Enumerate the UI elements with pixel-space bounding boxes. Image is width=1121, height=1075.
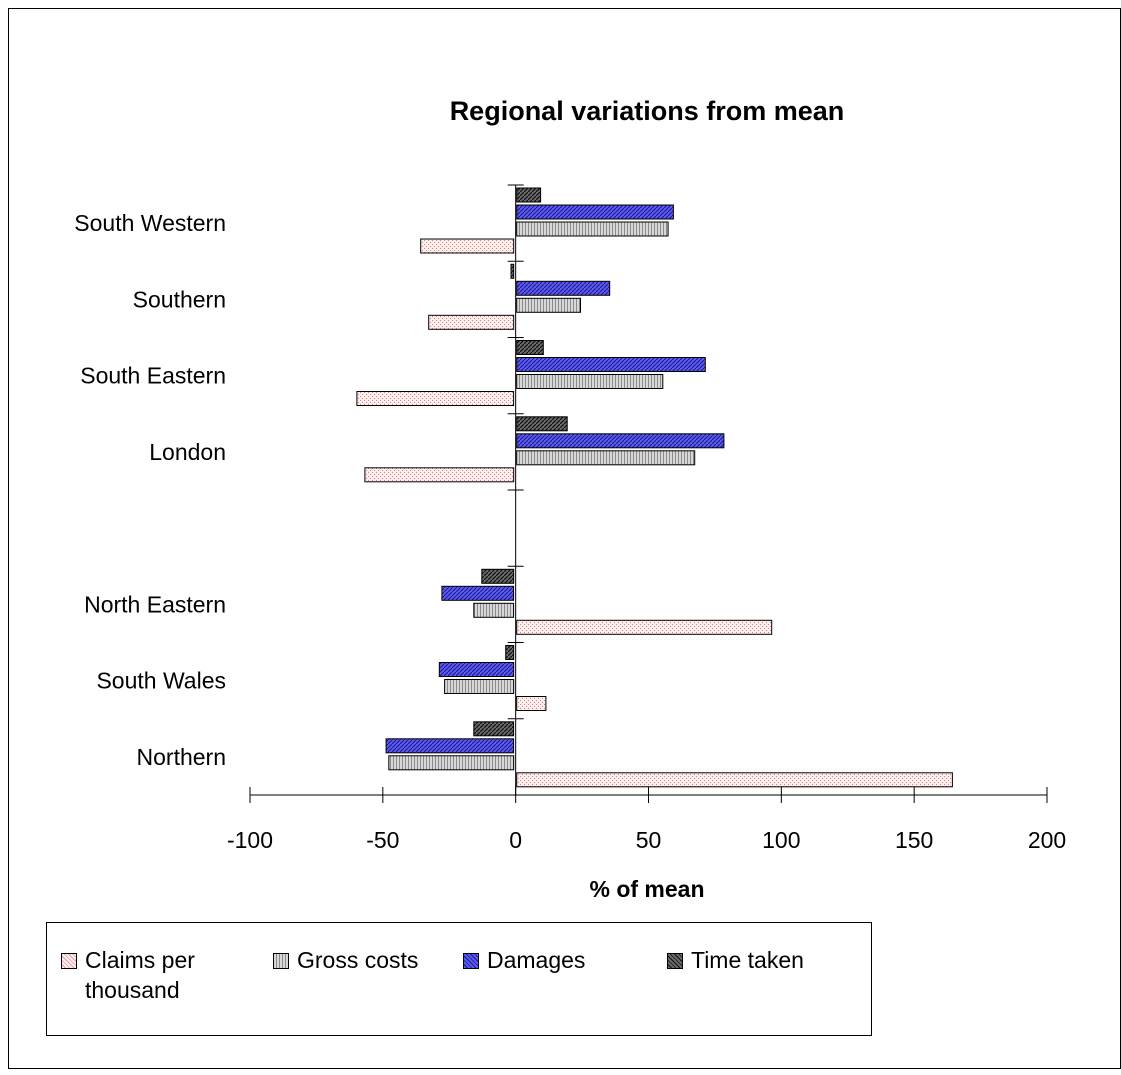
x-tick-label: -50	[366, 827, 399, 853]
bar-time-south-western	[516, 187, 542, 203]
legend-item-gross: Gross costs	[273, 945, 418, 975]
category-label: North Eastern	[84, 591, 226, 617]
bar-gross-south-western	[516, 221, 669, 237]
outer-border	[8, 8, 1121, 1069]
legend-item-time: Time taken	[667, 945, 804, 975]
legend-label-claims: Claims per thousand	[85, 947, 195, 1003]
bar-claims-southern	[428, 314, 515, 330]
category-label: London	[149, 439, 226, 465]
bar-time-south-wales	[505, 645, 515, 660]
legend-label-time: Time taken	[691, 947, 804, 973]
bar-damages-north-eastern	[441, 585, 515, 601]
x-tick-label: 50	[636, 827, 662, 853]
category-label: South Western	[74, 210, 226, 236]
bar-damages-south-western	[516, 204, 674, 220]
bar-time-southern	[510, 263, 515, 279]
bar-gross-north-eastern	[473, 602, 515, 618]
legend-swatch-claims	[61, 953, 77, 969]
category-label: South Wales	[96, 668, 226, 694]
legend: Claims per thousand Gross costs Damages …	[46, 922, 872, 1036]
bar-time-south-eastern	[516, 340, 544, 355]
x-axis-label: % of mean	[589, 876, 704, 902]
bar-gross-london	[516, 450, 696, 466]
bar-claims-london	[364, 467, 515, 483]
x-tick-label: 0	[509, 827, 522, 853]
category-label: Northern	[137, 744, 226, 770]
x-tick-label: -100	[227, 827, 273, 853]
x-tick-label: 200	[1028, 827, 1066, 853]
legend-label-damages: Damages	[487, 947, 586, 973]
x-tick-label: 100	[762, 827, 800, 853]
category-label: South Eastern	[80, 363, 226, 389]
legend-swatch-time	[667, 953, 683, 969]
bar-claims-northern	[516, 772, 953, 788]
legend-item-damages: Damages	[463, 945, 585, 975]
bar-gross-south-wales	[444, 679, 515, 694]
x-tick-label: 150	[895, 827, 933, 853]
category-label: Southern	[133, 286, 226, 312]
legend-swatch-gross	[273, 953, 289, 969]
bar-damages-southern	[516, 280, 611, 296]
bar-claims-north-eastern	[516, 619, 773, 635]
bar-time-northern	[473, 721, 515, 737]
bar-time-london	[516, 416, 568, 432]
bar-claims-south-wales	[516, 696, 547, 711]
bar-claims-south-eastern	[356, 391, 515, 406]
bar-damages-south-wales	[438, 662, 515, 677]
legend-item-claims: Claims per thousand	[61, 945, 231, 1005]
bar-damages-london	[516, 433, 725, 449]
bar-damages-south-eastern	[516, 357, 706, 372]
legend-label-gross: Gross costs	[297, 947, 419, 973]
bar-gross-south-eastern	[516, 374, 664, 389]
legend-swatch-damages	[463, 953, 479, 969]
bar-damages-northern	[385, 738, 515, 754]
bar-gross-northern	[388, 755, 515, 771]
bar-time-north-eastern	[481, 568, 515, 584]
bar-gross-southern	[516, 297, 582, 313]
chart-title: Regional variations from mean	[450, 96, 845, 126]
bar-claims-south-western	[420, 238, 515, 254]
